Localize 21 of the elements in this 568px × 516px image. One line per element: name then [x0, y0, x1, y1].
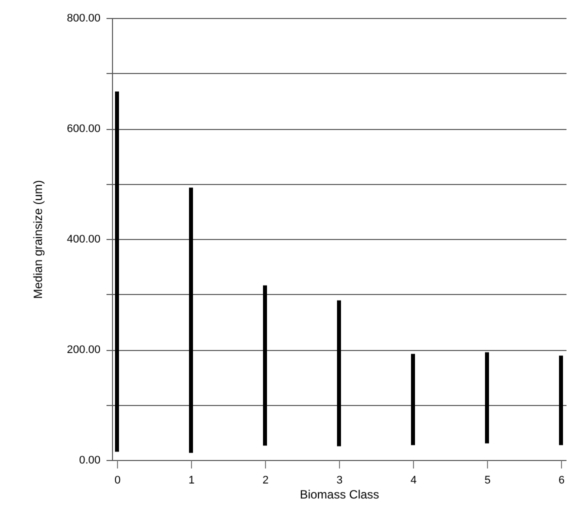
bar	[559, 356, 563, 446]
bar	[337, 300, 341, 446]
y-tick-label: 400.00	[66, 234, 100, 246]
bar	[263, 285, 267, 446]
y-tick-label: 200.00	[66, 344, 100, 356]
y-tick-label: 0.00	[79, 454, 100, 466]
x-tick-label: 6	[558, 474, 565, 486]
bar	[189, 188, 193, 453]
bar	[411, 354, 415, 446]
bar	[485, 352, 489, 444]
x-axis-title: Biomass Class	[300, 488, 380, 502]
x-tick-label: 5	[484, 474, 491, 486]
bar	[115, 91, 119, 452]
x-tick-label: 4	[410, 474, 417, 486]
x-tick-label: 0	[114, 474, 121, 486]
x-tick-label: 1	[188, 474, 195, 486]
x-tick-label: 3	[336, 474, 343, 486]
y-tick-label: 800.00	[66, 12, 100, 24]
y-axis-title: Median grainsize (um)	[30, 180, 45, 299]
x-tick-label: 2	[262, 474, 269, 486]
y-tick-label: 600.00	[66, 123, 100, 135]
